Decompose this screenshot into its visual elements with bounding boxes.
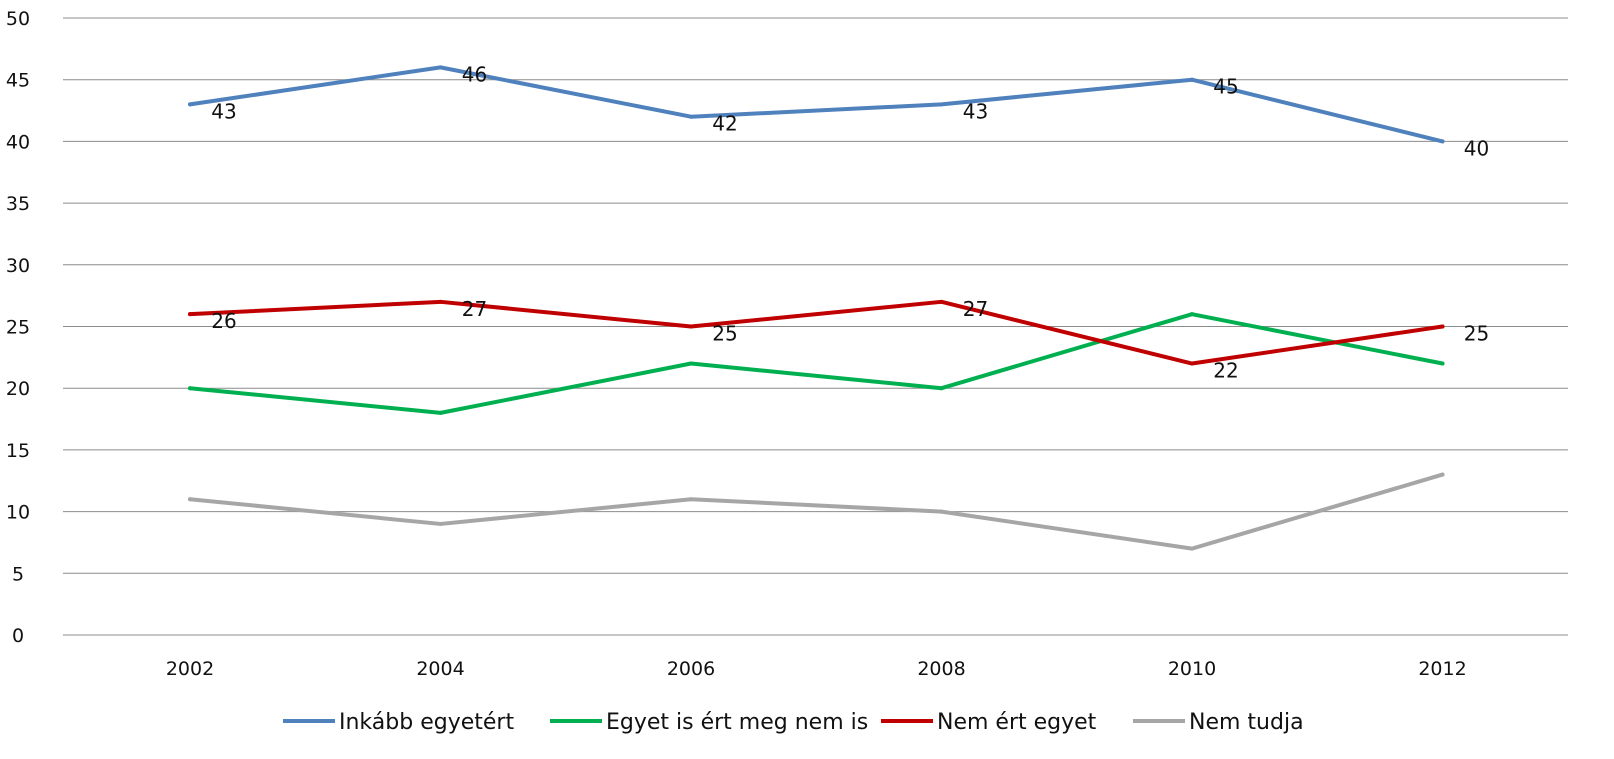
legend-label: Egyet is ért meg nem is	[606, 710, 868, 735]
x-tick-label: 2012	[1418, 658, 1466, 680]
y-tick-label: 35	[6, 193, 30, 215]
data-label: 25	[1464, 322, 1489, 346]
data-point	[438, 65, 443, 70]
y-tick-label: 25	[6, 317, 30, 339]
data-point	[188, 386, 192, 391]
data-point	[1440, 472, 1445, 477]
y-tick-label: 10	[6, 502, 30, 524]
data-label: 45	[1213, 75, 1238, 99]
data-point	[1190, 77, 1194, 82]
data-label: 27	[963, 297, 988, 321]
data-label: 40	[1464, 136, 1489, 160]
data-point	[1440, 324, 1445, 329]
data-point	[438, 299, 443, 304]
data-label: 46	[462, 62, 487, 86]
data-point	[188, 497, 192, 502]
legend: Inkább egyetért Egyet is ért meg nem is Ne…	[283, 710, 1304, 735]
x-tick-label: 2006	[667, 658, 715, 680]
data-point	[939, 386, 944, 391]
data-point	[689, 361, 693, 366]
x-tick-label: 2004	[416, 658, 464, 680]
data-point	[939, 299, 944, 304]
y-tick-label: 15	[6, 440, 30, 462]
y-tick-label: 0	[12, 625, 24, 647]
data-point	[438, 410, 443, 415]
data-label: 43	[963, 99, 988, 123]
series-line-1	[188, 312, 1445, 415]
data-point	[939, 102, 944, 107]
y-tick-label: 50	[6, 8, 30, 30]
x-tick-label: 2010	[1168, 658, 1216, 680]
data-point	[1190, 361, 1194, 366]
data-label: 22	[1213, 359, 1238, 383]
y-tick-label: 40	[6, 131, 30, 153]
legend-label: Nem tudja	[1189, 710, 1304, 735]
data-point	[939, 509, 944, 514]
data-point	[689, 114, 693, 119]
data-label: 27	[462, 297, 487, 321]
x-tick-label: 2002	[166, 658, 214, 680]
series-line-3	[188, 472, 1445, 551]
series-lines	[188, 65, 1445, 551]
series-line-2	[188, 299, 1445, 366]
x-tick-label: 2008	[917, 658, 965, 680]
data-point	[1190, 312, 1194, 317]
data-label: 43	[211, 99, 236, 123]
data-point	[1190, 546, 1194, 551]
y-tick-label: 45	[6, 70, 30, 92]
data-point	[1440, 361, 1445, 366]
data-point	[188, 312, 192, 317]
data-point	[188, 102, 192, 107]
data-label: 42	[712, 112, 737, 136]
y-tick-label: 20	[6, 378, 30, 400]
legend-label: Nem ért egyet	[937, 710, 1097, 735]
y-tick-label: 30	[6, 255, 30, 277]
data-label: 26	[211, 309, 236, 333]
y-tick-label: 5	[12, 563, 24, 585]
data-point	[689, 497, 693, 502]
legend-label: Inkább egyetért	[339, 710, 514, 735]
data-point	[689, 324, 693, 329]
data-label: 25	[712, 322, 737, 346]
series-line-0	[188, 65, 1445, 144]
data-point	[438, 521, 443, 526]
data-labels: 43 46 42 43 45 40 26 27 25 27 22 25	[211, 62, 1489, 382]
axis-labels: 0 5 10 15 20 25 30 35 40 45 50 2002 2004 2006 2008 2010…	[6, 8, 1467, 680]
data-point	[1440, 139, 1445, 144]
